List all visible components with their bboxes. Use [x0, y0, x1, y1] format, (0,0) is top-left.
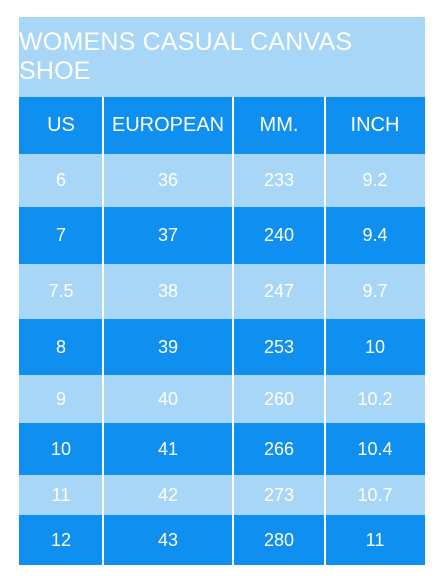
table-row: 10 41 266 10.4 [19, 423, 425, 475]
cell-inch: 10.4 [357, 438, 393, 459]
table-row: 12 43 280 11 [19, 515, 425, 565]
cell-mm: 240 [263, 225, 295, 245]
table-row: 6 36 233 9.2 [19, 154, 425, 207]
header-mm: MM. [259, 114, 299, 136]
cell-inch: 9.4 [362, 225, 388, 245]
cell-european: 37 [157, 225, 179, 245]
table-row: 9 40 260 10.2 [19, 375, 425, 423]
cell-european: 36 [157, 170, 179, 190]
cell-inch: 9.2 [362, 170, 388, 190]
cell-european: 41 [157, 438, 179, 459]
cell-inch: 10.7 [357, 484, 393, 505]
header-european: EUROPEAN [111, 114, 225, 136]
cell-mm: 247 [263, 281, 295, 301]
cell-us: 6 [55, 170, 66, 190]
cell-mm: 273 [263, 484, 295, 505]
cell-us: 7 [55, 225, 66, 245]
cell-us: 9 [55, 388, 66, 409]
header-us: US [47, 114, 75, 136]
header-row: US EUROPEAN MM. INCH [19, 97, 425, 154]
table-row: 8 39 253 10 [19, 319, 425, 375]
column-divider [232, 97, 234, 565]
size-chart: WOMENS CASUAL CANVAS SHOE US EUROPEAN MM… [19, 17, 425, 565]
cell-mm: 280 [263, 529, 295, 550]
cell-inch: 10.2 [357, 388, 393, 409]
column-divider [324, 97, 326, 565]
cell-inch: 10 [364, 336, 386, 357]
cell-european: 43 [157, 529, 179, 550]
cell-us: 10 [50, 438, 72, 459]
cell-mm: 260 [263, 388, 295, 409]
cell-inch: 9.7 [362, 281, 388, 301]
column-divider [102, 97, 104, 565]
chart-title: WOMENS CASUAL CANVAS SHOE [19, 17, 425, 97]
cell-european: 42 [157, 484, 179, 505]
cell-european: 40 [157, 388, 179, 409]
cell-mm: 266 [263, 438, 295, 459]
cell-inch: 11 [365, 529, 385, 550]
cell-us: 7.5 [48, 281, 74, 301]
table-row: 11 42 273 10.7 [19, 475, 425, 515]
cell-european: 38 [157, 281, 179, 301]
cell-mm: 233 [263, 170, 295, 190]
cell-mm: 253 [263, 336, 295, 357]
header-inch: INCH [350, 114, 400, 136]
table-row: 7 37 240 9.4 [19, 207, 425, 264]
cell-us: 8 [55, 336, 66, 357]
cell-european: 39 [157, 336, 179, 357]
table-row: 7.5 38 247 9.7 [19, 264, 425, 319]
cell-us: 11 [51, 484, 71, 505]
cell-us: 12 [50, 529, 72, 550]
